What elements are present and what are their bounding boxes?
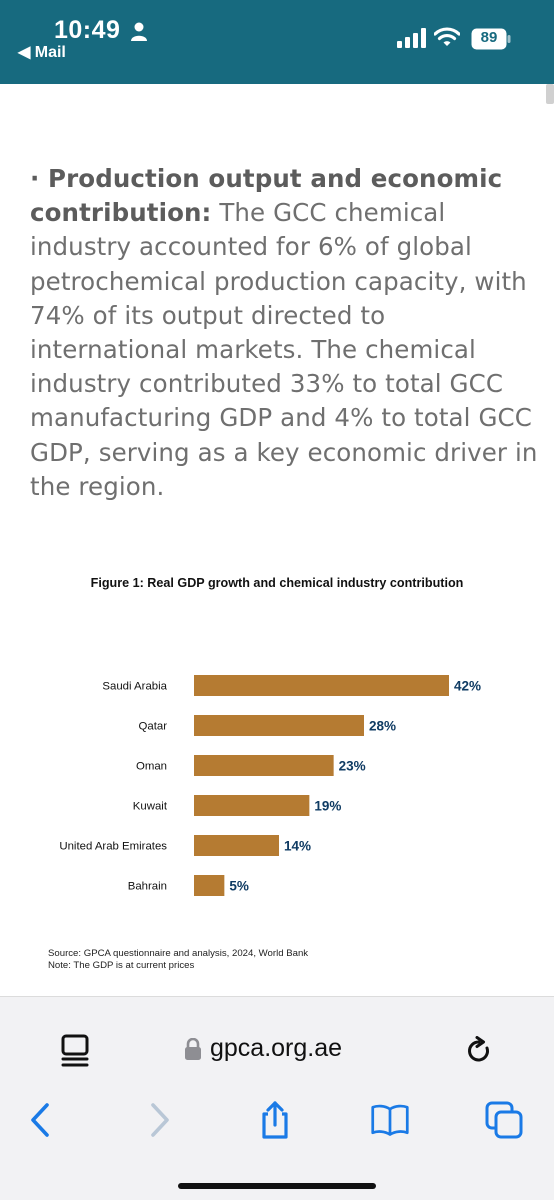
value-label: 42% — [454, 679, 481, 694]
back-arrow-icon[interactable] — [22, 1100, 62, 1140]
bar — [194, 795, 310, 816]
note-line: Note: The GDP is at current prices — [48, 960, 195, 971]
category-label: Oman — [136, 761, 167, 773]
category-label: Bahrain — [128, 881, 167, 893]
reload-icon[interactable] — [465, 1036, 495, 1066]
value-label: 23% — [339, 759, 366, 774]
status-bar: 10:49 ◀ Mail 89 — [0, 0, 554, 84]
tabs-icon[interactable] — [484, 1100, 524, 1140]
bar — [194, 835, 279, 856]
bar — [194, 675, 449, 696]
clock: 10:49 — [54, 16, 121, 44]
article-paragraph: · Production output and economic contrib… — [30, 162, 540, 504]
bar-chart: Saudi Arabia 42% Qatar 28% Oman 23% Kuwait 19% U… — [59, 675, 481, 896]
person-icon — [131, 22, 147, 41]
value-label: 14% — [284, 839, 311, 854]
home-indicator[interactable] — [178, 1183, 376, 1189]
value-label: 19% — [314, 799, 341, 814]
bar — [194, 755, 334, 776]
address-bar-url[interactable]: gpca.org.ae — [210, 1034, 343, 1062]
value-label: 28% — [369, 719, 396, 734]
browser-toolbar — [0, 996, 554, 1200]
share-icon[interactable] — [255, 1100, 295, 1140]
value-label: 5% — [229, 879, 249, 894]
scrollbar[interactable] — [546, 84, 554, 104]
bar — [194, 715, 364, 736]
bookmarks-icon[interactable] — [370, 1100, 410, 1140]
category-label: United Arab Emirates — [59, 841, 167, 853]
cellular-signal-icon — [397, 28, 426, 48]
wifi-icon — [434, 27, 460, 46]
figure-title: Figure 1: Real GDP growth and chemical i… — [90, 576, 464, 590]
back-to-mail-link[interactable]: ◀ Mail — [18, 44, 66, 61]
bullet: · — [30, 164, 49, 193]
battery-level: 89 — [480, 29, 498, 46]
figure-source: Source: GPCA questionnaire and analysis,… — [48, 948, 308, 972]
page-menu-icon[interactable] — [60, 1034, 90, 1068]
category-label: Qatar — [139, 721, 168, 733]
category-label: Kuwait — [133, 801, 168, 813]
source-line: Source: GPCA questionnaire and analysis,… — [48, 948, 309, 959]
forward-arrow-icon[interactable] — [140, 1100, 180, 1140]
lock-icon — [185, 1038, 201, 1060]
bar — [194, 875, 225, 896]
paragraph-body: The GCC chemical industry accounted for … — [30, 198, 538, 501]
paragraph-lead: Production output and economic contribut… — [30, 164, 503, 228]
category-label: Saudi Arabia — [102, 681, 167, 693]
battery-icon: 89 — [471, 28, 511, 50]
